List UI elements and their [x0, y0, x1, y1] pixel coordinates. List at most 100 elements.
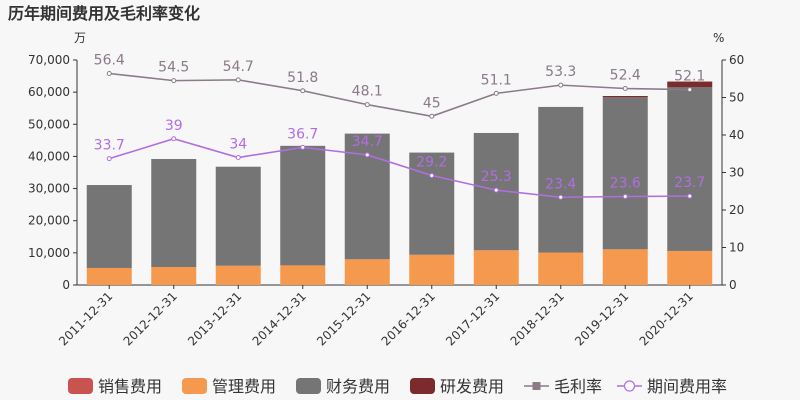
left-tick-label: 70,000 [28, 53, 70, 67]
series-point [622, 194, 628, 199]
series-line [109, 72, 690, 118]
series-point [364, 152, 370, 158]
bar-segment [409, 152, 455, 255]
legend-swatch [410, 378, 435, 394]
data-label: 29.2 [416, 155, 447, 171]
data-label: 36.7 [287, 126, 318, 142]
bar-segment [86, 185, 132, 268]
left-tick-label: 50,000 [28, 117, 70, 131]
series-point [429, 113, 435, 119]
legend-marker [532, 382, 541, 390]
bar-segment [538, 106, 584, 253]
series-point [300, 144, 306, 150]
data-label: 54.7 [223, 59, 254, 75]
right-tick-label: 50 [729, 91, 744, 105]
series-point [171, 78, 177, 84]
series-point [558, 82, 564, 88]
x-tick-label: 2013-12-31 [185, 289, 244, 348]
legend-label: 期间费用率 [647, 377, 727, 396]
data-label: 54.5 [158, 60, 189, 76]
x-tick-label: 2014-12-31 [250, 289, 309, 348]
bar-segment [667, 87, 713, 251]
legend-label: 管理费用 [212, 377, 276, 396]
x-tick-label: 2016-12-31 [379, 289, 438, 348]
legend-label: 毛利率 [554, 377, 602, 396]
left-tick-label: 30,000 [28, 182, 70, 196]
legend: 销售费用 管理费用 财务费用 研发费用 毛利率 期间费用率 [68, 377, 727, 396]
series-point [235, 155, 241, 160]
bar-segment [667, 250, 713, 285]
legend-label: 销售费用 [98, 377, 162, 396]
series-point [493, 90, 499, 96]
chart-title: 历年期间费用及毛利率变化 [8, 4, 200, 23]
left-tick-label: 40,000 [28, 149, 70, 163]
right-tick-label: 20 [729, 203, 744, 217]
data-label: 34.7 [352, 134, 383, 150]
bar-segment [215, 166, 261, 266]
series-point [429, 173, 435, 178]
data-label: 23.4 [545, 176, 576, 192]
series-line [109, 137, 690, 199]
series-point [106, 156, 112, 162]
legend-label: 财务费用 [326, 377, 390, 396]
data-label: 33.7 [94, 138, 125, 154]
data-label: 48.1 [352, 84, 383, 100]
bar-segment [602, 97, 648, 250]
legend-marker [623, 380, 636, 392]
legend-label: 研发费用 [440, 377, 504, 396]
legend-swatch [296, 378, 321, 394]
right-tick-label: 40 [729, 128, 744, 142]
bar-segment [409, 254, 455, 285]
series-point [364, 102, 370, 108]
bar-segment [215, 265, 261, 285]
bar-segment [151, 159, 197, 267]
data-label: 52.1 [674, 69, 705, 85]
series-point [171, 136, 177, 142]
left-axis-unit: 万 [74, 31, 86, 45]
right-tick-label: 60 [729, 53, 744, 67]
left-tick-label: 60,000 [28, 85, 70, 99]
data-label: 39 [165, 118, 183, 134]
data-label: 34 [229, 137, 247, 153]
series-point [493, 187, 499, 193]
series-point [622, 86, 628, 91]
legend-swatch [68, 378, 93, 394]
right-axis-unit: % [713, 31, 724, 45]
x-tick-label: 2018-12-31 [508, 289, 567, 348]
left-tick-label: 0 [62, 278, 70, 292]
bar-segment [86, 267, 132, 285]
bar-segment [473, 250, 519, 285]
data-label: 53.3 [545, 64, 576, 80]
x-tick-label: 2020-12-31 [637, 289, 696, 348]
right-tick-label: 10 [729, 241, 744, 255]
bar-segment [667, 81, 713, 87]
bar-segment [538, 252, 584, 285]
legend-swatch [182, 378, 207, 394]
series-point [558, 194, 564, 200]
x-tick-label: 2012-12-31 [121, 289, 180, 348]
x-tick-label: 2017-12-31 [443, 289, 502, 348]
data-label: 23.7 [674, 175, 705, 191]
data-label: 51.1 [481, 72, 512, 88]
left-tick-label: 20,000 [28, 214, 70, 228]
data-label: 23.6 [610, 176, 641, 192]
data-label: 56.4 [94, 53, 125, 69]
x-tick-label: 2019-12-31 [572, 289, 631, 348]
right-tick-label: 30 [729, 166, 744, 180]
x-tick-label: 2011-12-31 [56, 289, 115, 348]
bar-segment [280, 145, 326, 266]
bar-segment [151, 267, 197, 285]
right-tick-label: 0 [729, 278, 737, 292]
series-point [687, 193, 693, 199]
series-point [235, 77, 241, 83]
series-point [687, 87, 693, 93]
bar-segment [344, 259, 390, 285]
data-label: 51.8 [287, 70, 318, 86]
x-tick-label: 2015-12-31 [314, 289, 373, 348]
data-label: 52.4 [610, 68, 641, 84]
series-point [300, 88, 306, 94]
data-label: 45 [423, 95, 441, 111]
left-tick-label: 10,000 [28, 246, 70, 260]
series-point [106, 71, 112, 76]
